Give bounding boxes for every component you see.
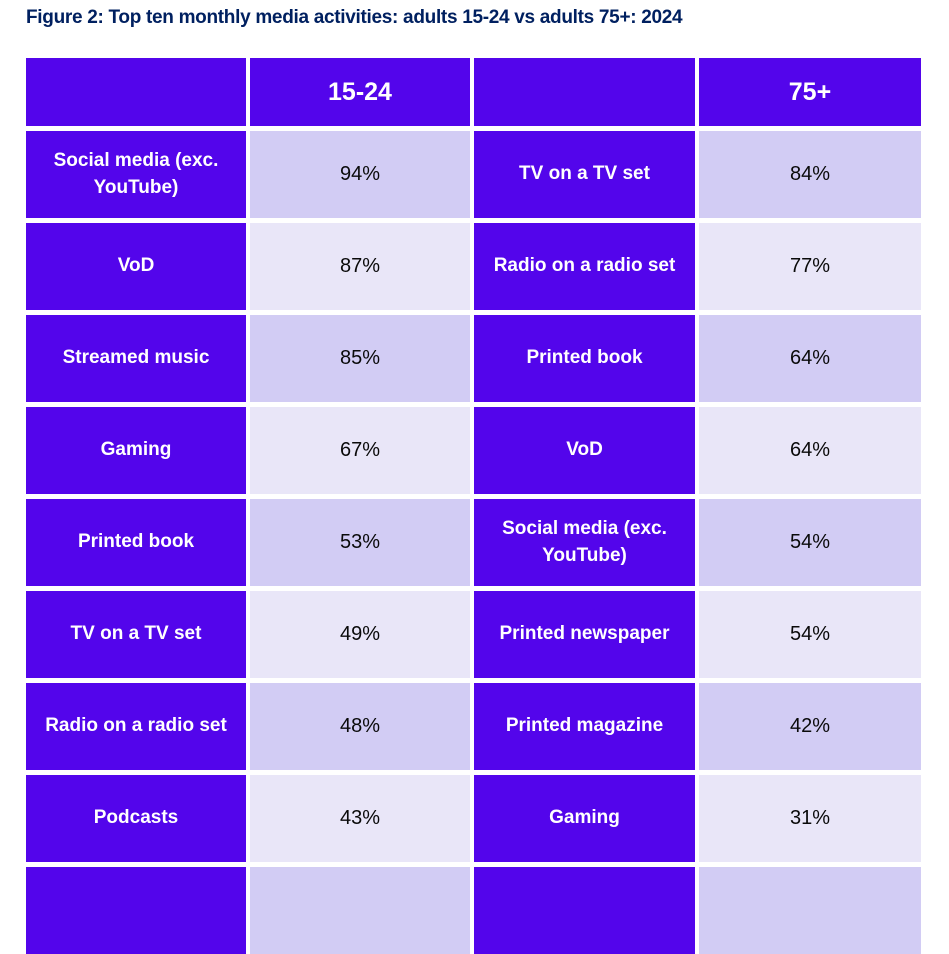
activity-label-cell: Printed magazine [474, 683, 695, 770]
activity-label-cell [26, 867, 246, 954]
header-age-75-plus: 75+ [699, 58, 921, 126]
activity-value-cell: 94% [250, 131, 470, 218]
activity-value-cell: 64% [699, 315, 921, 402]
activity-value-cell: 31% [699, 775, 921, 862]
activity-value-cell: 54% [699, 591, 921, 678]
activity-label-cell: Gaming [26, 407, 246, 494]
activity-value-cell: 67% [250, 407, 470, 494]
activity-value-cell [250, 867, 470, 954]
activity-value-cell: 42% [699, 683, 921, 770]
activity-label-cell: Social media (exc. YouTube) [26, 131, 246, 218]
activity-label-cell: Social media (exc. YouTube) [474, 499, 695, 586]
header-spacer-left [26, 58, 246, 126]
activity-value-cell: 49% [250, 591, 470, 678]
activity-value-cell: 64% [699, 407, 921, 494]
activity-label-cell: VoD [26, 223, 246, 310]
activity-label-cell [474, 867, 695, 954]
header-age-15-24: 15-24 [250, 58, 470, 126]
activity-value-cell: 77% [699, 223, 921, 310]
activity-label-cell: Radio on a radio set [474, 223, 695, 310]
activity-value-cell: 85% [250, 315, 470, 402]
header-spacer-right [474, 58, 695, 126]
activity-value-cell: 43% [250, 775, 470, 862]
activity-label-cell: Printed newspaper [474, 591, 695, 678]
activity-label-cell: TV on a TV set [474, 131, 695, 218]
activity-label-cell: Printed book [474, 315, 695, 402]
activity-label-cell: TV on a TV set [26, 591, 246, 678]
activity-label-cell: Gaming [474, 775, 695, 862]
activity-label-cell: Printed book [26, 499, 246, 586]
activity-label-cell: VoD [474, 407, 695, 494]
media-activities-table: 15-24 75+ Social media (exc. YouTube) 94… [26, 58, 921, 954]
activity-value-cell: 53% [250, 499, 470, 586]
activity-value-cell: 54% [699, 499, 921, 586]
figure-title: Figure 2: Top ten monthly media activiti… [26, 7, 683, 28]
activity-label-cell: Streamed music [26, 315, 246, 402]
activity-label-cell: Podcasts [26, 775, 246, 862]
activity-value-cell: 84% [699, 131, 921, 218]
activity-label-cell: Radio on a radio set [26, 683, 246, 770]
activity-value-cell: 48% [250, 683, 470, 770]
activity-value-cell [699, 867, 921, 954]
activity-value-cell: 87% [250, 223, 470, 310]
